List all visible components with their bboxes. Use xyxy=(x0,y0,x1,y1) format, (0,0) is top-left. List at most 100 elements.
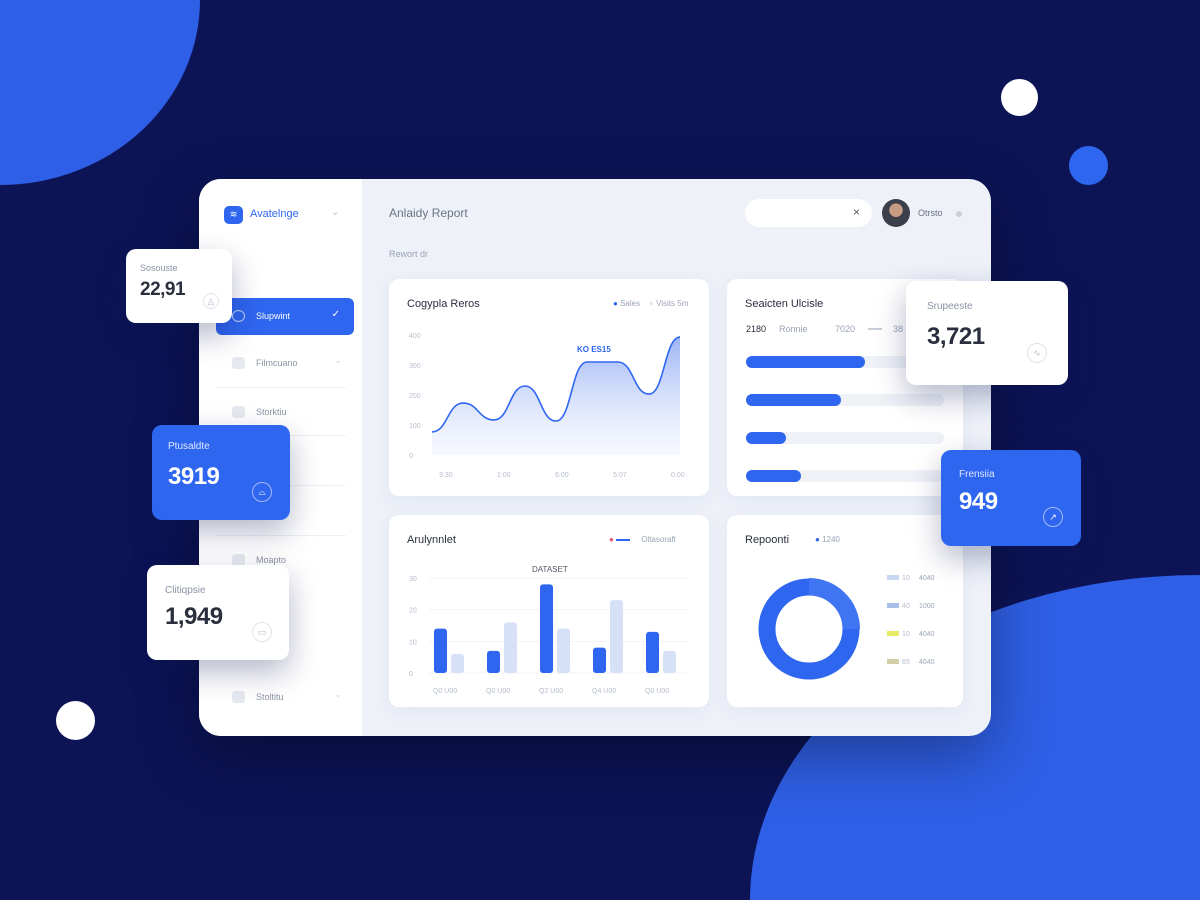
progress-track xyxy=(746,432,944,444)
bar xyxy=(487,650,500,673)
divider xyxy=(216,387,346,388)
calendar-icon xyxy=(232,691,245,703)
bar xyxy=(540,584,553,673)
chevron-down-icon: ⌄ xyxy=(334,355,342,365)
decor-circle xyxy=(1001,79,1038,116)
folder-icon xyxy=(232,357,245,369)
legend-label: 10 xyxy=(902,631,910,638)
sidebar-item-storktiu[interactable]: Storktiu xyxy=(216,394,354,431)
legend-item: ● 1240 xyxy=(815,535,840,544)
chevron-down-icon: ⌄ xyxy=(334,689,342,699)
stat-value: 949 xyxy=(959,488,998,515)
user-icon: ◬ xyxy=(203,293,219,309)
background-blob xyxy=(0,0,200,185)
chart-annotation: DATASET xyxy=(532,565,568,574)
bar xyxy=(451,654,464,673)
image-icon xyxy=(232,554,245,566)
decor-circle xyxy=(1069,146,1108,185)
legend-value: 4040 xyxy=(919,575,935,582)
y-tick-label: 20 xyxy=(409,608,417,615)
bar xyxy=(557,628,570,673)
chevron-down-icon[interactable]: ⌄ xyxy=(331,207,340,218)
sidebar-item-label: Stoltitu xyxy=(256,692,284,702)
eye-icon xyxy=(232,310,245,322)
y-tick-label: 0 xyxy=(409,671,413,678)
stat-card[interactable]: Clitiqpsie 1,949 ▭ xyxy=(147,565,289,660)
stat-label: Frensiia xyxy=(959,469,995,480)
legend-swatch xyxy=(887,631,899,636)
x-tick-label: Q2 U00 xyxy=(539,688,563,695)
stat-card[interactable]: Sosouste 22,91 ◬ xyxy=(126,249,232,323)
header-value: 2180 xyxy=(746,324,767,334)
x-tick-label: Q0 U00 xyxy=(645,688,669,695)
chart-title: Repoonti xyxy=(745,534,790,546)
chart-title: Arulynnlet xyxy=(407,534,456,546)
legend-label: Sales xyxy=(620,299,641,308)
legend-label: 1240 xyxy=(822,535,840,544)
dashboard-window: ≋ Avatelnge ⌄ Slupwint ✓ Filmcuano ⌄ Sto… xyxy=(199,179,991,736)
legend-swatch xyxy=(887,603,899,608)
x-tick-label: Q0 U00 xyxy=(433,688,457,695)
stat-value: 3,721 xyxy=(927,323,985,350)
legend-value: 1000 xyxy=(919,603,935,610)
status-dot xyxy=(956,211,962,217)
chart-title: Cogypla Reros xyxy=(407,298,480,310)
donut-chart-card: Repoonti ● 1240 10 4040 40 1000 10 4040 65 4040 xyxy=(727,515,963,707)
header-value: 7020 xyxy=(835,324,856,334)
stat-card[interactable]: Srupeeste 3,721 ∿ xyxy=(906,281,1068,385)
page-title: Anlaidy Report xyxy=(389,206,468,220)
bar xyxy=(663,650,676,673)
stat-card[interactable]: Frensiia 949 ↗ xyxy=(941,450,1081,546)
x-tick-label: 3:30 xyxy=(439,472,453,479)
bar xyxy=(434,628,447,673)
x-tick-label: 5:07 xyxy=(613,472,627,479)
sidebar-item-filmcuano[interactable]: Filmcuano ⌄ xyxy=(216,345,354,382)
legend-swatch xyxy=(887,575,899,580)
check-icon: ✓ xyxy=(331,309,340,320)
sidebar-item-slupwint[interactable]: Slupwint ✓ xyxy=(216,298,354,335)
annotation-label: KO ES15 xyxy=(577,345,611,354)
y-tick-label: 0 xyxy=(409,453,413,460)
x-tick-label: 1:00 xyxy=(497,472,511,479)
area-fill xyxy=(432,337,680,455)
app-name: Avatelnge xyxy=(250,208,299,220)
avatar[interactable] xyxy=(882,199,910,227)
trend-icon: ↗ xyxy=(1043,507,1063,527)
legend-value: 4040 xyxy=(919,631,935,638)
y-tick-label: 300 xyxy=(409,363,421,370)
sidebar-item-stoltitu[interactable]: Stoltitu ⌄ xyxy=(216,679,354,716)
legend-label: 65 xyxy=(902,659,910,666)
chart-icon: ▭ xyxy=(252,622,272,642)
dash-icon xyxy=(868,328,882,330)
y-tick-label: 10 xyxy=(409,639,417,646)
header-value: 38 xyxy=(893,324,904,334)
y-tick-label: 400 xyxy=(409,333,421,340)
legend-item: ● Sales xyxy=(613,299,641,308)
legend-label: Visits 5m xyxy=(656,299,689,308)
stat-value: 3919 xyxy=(168,463,220,490)
close-icon[interactable]: × xyxy=(852,205,860,219)
legend-item: ● Visits 5m xyxy=(649,299,689,308)
y-tick-label: 30 xyxy=(409,576,417,583)
divider xyxy=(216,535,346,536)
x-tick-label: 0:00 xyxy=(671,472,685,479)
x-tick-label: Q0 U00 xyxy=(486,688,510,695)
bar xyxy=(646,631,659,673)
stat-card[interactable]: Ptusaldte 3919 ⌓ xyxy=(152,425,290,520)
logo-icon: ≋ xyxy=(224,206,243,224)
sidebar-item-label: Slupwint xyxy=(256,311,291,321)
stat-label: Sosouste xyxy=(140,263,178,273)
stat-value: 22,91 xyxy=(140,279,186,300)
sidebar-item-moapto[interactable]: Moapto xyxy=(216,542,354,579)
x-tick-label: 6:00 xyxy=(555,472,569,479)
progress-fill xyxy=(746,356,865,368)
sidebar-item-label: Storktiu xyxy=(256,407,287,417)
header-label: Ronnie xyxy=(779,324,808,334)
legend-label: 10 xyxy=(902,575,910,582)
activity-icon: ∿ xyxy=(1027,343,1047,363)
sidebar-item-label: Moapto xyxy=(256,555,287,565)
series-line xyxy=(431,336,681,433)
stat-label: Clitiqpsie xyxy=(165,585,206,596)
search-input[interactable]: × xyxy=(745,199,872,227)
user-name: Otrsto xyxy=(918,208,943,218)
